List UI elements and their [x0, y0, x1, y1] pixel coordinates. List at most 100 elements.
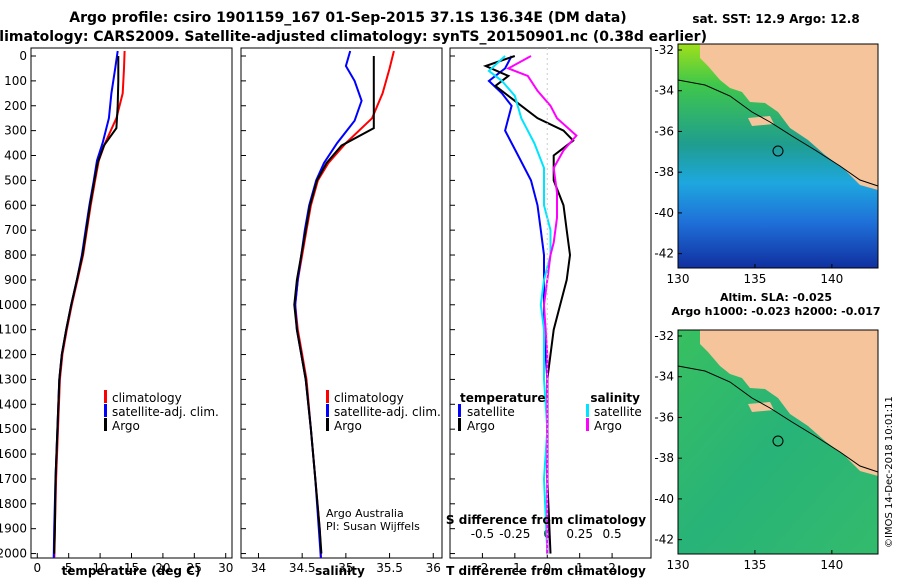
x-tick-label: 1: [576, 561, 584, 575]
x-tick-label: -1: [509, 561, 521, 575]
depth-axis-ticks: 0 100 200 300 400 500 600 700 800 900 1000 1100 1200…: [0, 49, 455, 561]
depth-tick-label: 600: [4, 198, 27, 212]
x-tick-label: 0: [543, 561, 551, 575]
difference-xlabel: T difference from climatology: [446, 564, 646, 578]
series-line-climatology: [53, 50, 126, 558]
x-top-tick-label: -0.25: [499, 527, 530, 541]
x-tick-label: 5: [65, 561, 73, 575]
legend-title-temperature: temperature: [460, 391, 545, 405]
map-y-tick-label: -34: [654, 370, 674, 384]
map-x-tick-label: 130: [667, 272, 690, 286]
legend-swatch-satellite: [326, 404, 329, 417]
legend-label-t-argo: Argo: [467, 419, 495, 433]
x-top-tick-label: 0.5: [603, 527, 622, 541]
map-y-tick-label: -38: [654, 451, 674, 465]
depth-tick-label: 1300: [0, 372, 27, 386]
x-tick-label: 10: [92, 561, 107, 575]
legend-label-satellite: satellite-adj. clim.: [334, 405, 441, 419]
map-y-tick-label: -32: [654, 43, 674, 57]
sst-argo-location-marker: [772, 145, 784, 157]
depth-tick-label: 1700: [0, 472, 27, 486]
depth-tick-label: 2000: [0, 547, 27, 561]
salinity-plot-frame: [240, 47, 443, 559]
map-y-tick-label: -42: [654, 533, 674, 547]
map-y-tick-label: -32: [654, 329, 674, 343]
depth-tick-label: 0: [19, 49, 27, 63]
salinity-xlabel: salinity: [315, 564, 365, 578]
x-tick-label: 15: [124, 561, 139, 575]
series-line-satellite: [487, 55, 549, 554]
sla-map-title-line2: Argo h1000: -0.023 h2000: -0.017: [671, 305, 880, 318]
x-tick-label: 34.5: [289, 561, 316, 575]
sst-map-frame: [677, 43, 879, 269]
imos-credit: ©IMOS 14-Dec-2018 10:01:11: [884, 396, 895, 548]
sst-kangaroo-island: [748, 116, 774, 126]
depth-tick-label: 1400: [0, 397, 27, 411]
map-x-tick-label: 130: [667, 558, 690, 572]
series-line-salinity-satellite: [487, 55, 552, 554]
sla-land: [700, 330, 878, 476]
map-x-tick-label: 135: [743, 558, 766, 572]
sst-map: sat. SST: 12.9 Argo: 12.8 130 135 140 -32 -3…: [654, 12, 879, 286]
sst-map-title: sat. SST: 12.9 Argo: 12.8: [692, 12, 859, 26]
temperature-plot-frame: [30, 47, 233, 559]
map-y-tick-label: -34: [654, 84, 674, 98]
temperature-panel: 0 5 10 15 20 25 30 temperature (deg C) climato…: [30, 47, 233, 578]
series-line-satellite-adj-clim-: [52, 50, 119, 558]
temperature-xlabel: temperature (deg C): [62, 564, 201, 578]
depth-tick-label: 700: [4, 223, 27, 237]
map-y-tick-label: -42: [654, 247, 674, 261]
legend-label-climatology: climatology: [112, 391, 182, 405]
depth-tick-label: 500: [4, 173, 27, 187]
legend-swatch-t-argo: [458, 418, 461, 431]
figure-title-line2: Climatology: CARS2009. Satellite-adjuste…: [0, 29, 707, 45]
sst-contour: [677, 79, 879, 187]
legend-swatch-climatology: [104, 390, 107, 403]
map-y-tick-label: -40: [654, 492, 674, 506]
depth-tick-label: 1000: [0, 298, 27, 312]
legend-label-climatology: climatology: [334, 391, 404, 405]
legend-swatch-s-argo: [586, 418, 589, 431]
x-tick-label: 0: [33, 561, 41, 575]
legend-swatch-t-satellite: [458, 404, 461, 417]
difference-plot-frame: [449, 47, 652, 559]
sla-map: Altim. SLA: -0.025 Argo h1000: -0.023 h2…: [654, 291, 895, 572]
series-line-satellite-adj-clim-: [294, 50, 363, 558]
salinity-panel: 34 34.5 35 35.5 36 salinity climatology sate…: [240, 47, 443, 578]
legend-label-t-satellite: satellite: [467, 405, 515, 419]
x-tick-label: 2: [608, 561, 616, 575]
map-y-tick-label: -36: [654, 124, 674, 138]
legend-label-s-satellite: satellite: [594, 405, 642, 419]
depth-tick-label: 400: [4, 149, 27, 163]
depth-tick-label: 1200: [0, 348, 27, 362]
x-tick-label: 20: [155, 561, 170, 575]
map-x-tick-label: 140: [820, 558, 843, 572]
depth-tick-label: 800: [4, 248, 27, 262]
depth-tick-label: 1900: [0, 522, 27, 536]
series-line-argo: [293, 56, 375, 554]
legend-label-argo: Argo: [112, 419, 140, 433]
legend-swatch-argo: [326, 418, 329, 431]
credit-line1: Argo Australia: [326, 507, 404, 520]
sla-map-frame: [677, 329, 879, 555]
legend-swatch-satellite: [104, 404, 107, 417]
sla-contour: [677, 365, 879, 473]
x-tick-label: 34: [251, 561, 266, 575]
depth-tick-label: 1800: [0, 497, 27, 511]
sla-kangaroo-island: [748, 402, 774, 412]
x-tick-label: 35.5: [376, 561, 403, 575]
figure-title-line1: Argo profile: csiro 1901159_167 01-Sep-2…: [69, 10, 626, 26]
sla-map-title-line1: Altim. SLA: -0.025: [720, 291, 832, 304]
credit-line2: PI: Susan Wijffels: [326, 520, 420, 533]
map-x-tick-label: 140: [820, 272, 843, 286]
series-line-salinity-argo: [506, 55, 578, 554]
map-x-tick-label: 135: [743, 272, 766, 286]
depth-tick-label: 1600: [0, 447, 27, 461]
difference-legend-left: temperature satellite Argo: [458, 391, 545, 433]
difference-legend-right: salinity satellite Argo: [586, 391, 642, 433]
x-tick-label: 30: [218, 561, 233, 575]
temperature-legend: climatology satellite-adj. clim. Argo: [104, 390, 219, 433]
x-tick-label: 35: [338, 561, 353, 575]
